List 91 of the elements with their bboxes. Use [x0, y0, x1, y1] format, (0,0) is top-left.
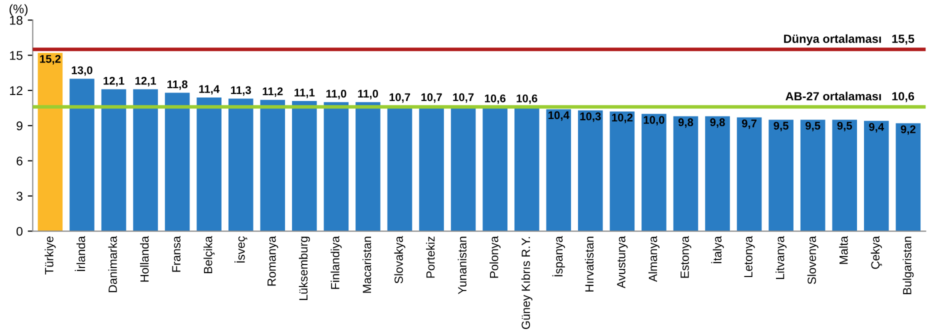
ref-line-label: AB-27 ortalaması 10,6: [786, 92, 914, 102]
bar: [70, 78, 94, 232]
x-tick-label: Güney Kıbrıs R.Y.: [521, 237, 532, 330]
bar: [705, 116, 730, 232]
data-label: 11,4: [199, 85, 220, 95]
x-tick-label: Macaristan: [362, 236, 372, 293]
y-tick-label: 0: [16, 226, 23, 236]
data-label: 11,0: [326, 90, 346, 100]
bar: [196, 97, 222, 232]
data-label: 11,0: [358, 90, 378, 100]
x-tick-label: Lüksemburg: [298, 236, 310, 300]
data-label: 10,4: [548, 111, 570, 121]
x-tick-label: Slovenya: [807, 236, 818, 284]
x-tick-label: Malta: [839, 236, 848, 264]
data-label: 9,5: [806, 122, 820, 132]
data-label: 11,2: [262, 87, 283, 97]
data-label: 11,1: [294, 88, 315, 98]
x-tick-label: Avusturya: [617, 236, 628, 288]
x-tick-label: Türkiye: [44, 236, 56, 274]
bar: [260, 100, 286, 232]
y-tick-label: 9: [16, 121, 22, 130]
bar: [292, 101, 317, 232]
bar: [578, 110, 603, 232]
bar: [228, 98, 254, 232]
x-tick-label: Estonya: [680, 236, 692, 278]
data-label: 10,6: [484, 94, 506, 104]
x-tick-label: Polonya: [490, 236, 501, 278]
y-tick-label: 18: [10, 16, 22, 25]
bar: [482, 106, 508, 232]
data-label: 12,1: [135, 76, 156, 86]
bar: [101, 89, 126, 232]
x-tick-label: Fransa: [172, 236, 180, 272]
data-label: 9,2: [900, 125, 916, 135]
data-label: 10,2: [612, 114, 633, 124]
bar: [546, 109, 572, 232]
x-tick-label: İtalya: [711, 236, 724, 264]
x-tick-label: Romanya: [268, 236, 278, 286]
bar: [896, 123, 921, 232]
bar: [768, 120, 794, 232]
x-tick-label: İrlanda: [74, 236, 86, 272]
bar: [356, 102, 380, 232]
y-tick-label: 3: [16, 192, 22, 201]
x-tick-label: Slovakya: [394, 236, 406, 284]
y-axis-title: (%): [10, 4, 28, 16]
data-label: 10,7: [390, 93, 410, 103]
x-tick-label: Letonya: [744, 236, 755, 278]
x-tick-label: Danimarka: [108, 236, 117, 292]
data-label: 9,7: [742, 119, 757, 129]
y-tick-label: 15: [10, 51, 22, 60]
bar: [164, 92, 190, 232]
x-tick-label: Yunanistan: [458, 236, 466, 294]
data-label: 10,7: [421, 93, 442, 103]
y-tick-label: 12: [10, 86, 22, 95]
data-label: 11,3: [231, 86, 251, 96]
y-tick-label: 6: [16, 156, 22, 166]
x-tick-label: Hollanda: [140, 236, 149, 282]
data-label: 10,0: [644, 116, 664, 126]
bar: [736, 117, 762, 232]
data-label: 11,8: [168, 80, 188, 90]
x-tick-label: Çekya: [870, 236, 882, 269]
data-label: 12,1: [104, 76, 124, 86]
x-tick-label: İspanya: [552, 236, 565, 276]
bar: [324, 102, 349, 232]
data-label: 9,5: [774, 122, 788, 132]
x-tick-label: Belçika: [204, 236, 215, 274]
bar: [864, 120, 889, 232]
data-label: 9,8: [710, 118, 725, 128]
data-label: 9,4: [869, 122, 884, 132]
bar: [832, 120, 858, 232]
x-tick-label: Finlandiya: [330, 236, 342, 289]
ref-line-label: Dünya ortalaması 15,5: [784, 34, 914, 46]
bar: [610, 112, 635, 232]
bar: [133, 89, 158, 232]
bar: [800, 120, 826, 232]
data-label: 10,6: [516, 94, 538, 104]
x-tick-label: İsveç: [234, 236, 248, 262]
x-tick-label: Hırvatistan: [584, 236, 594, 292]
x-tick-label: Portekiz: [426, 236, 435, 278]
data-label: 9,8: [678, 118, 694, 128]
data-label: 9,5: [837, 122, 852, 132]
bar: [642, 114, 666, 232]
x-tick-label: Bulgaristan: [902, 236, 914, 294]
bar: [38, 52, 63, 232]
data-label: 15,2: [40, 54, 61, 64]
data-label: 13,0: [72, 66, 92, 76]
data-label: 10,3: [580, 112, 601, 122]
x-tick-label: Almanya: [648, 236, 660, 282]
x-tick-label: Litvanya: [776, 236, 787, 280]
data-label: 10,7: [453, 93, 474, 103]
bar: [673, 116, 698, 232]
bar: [514, 106, 540, 232]
